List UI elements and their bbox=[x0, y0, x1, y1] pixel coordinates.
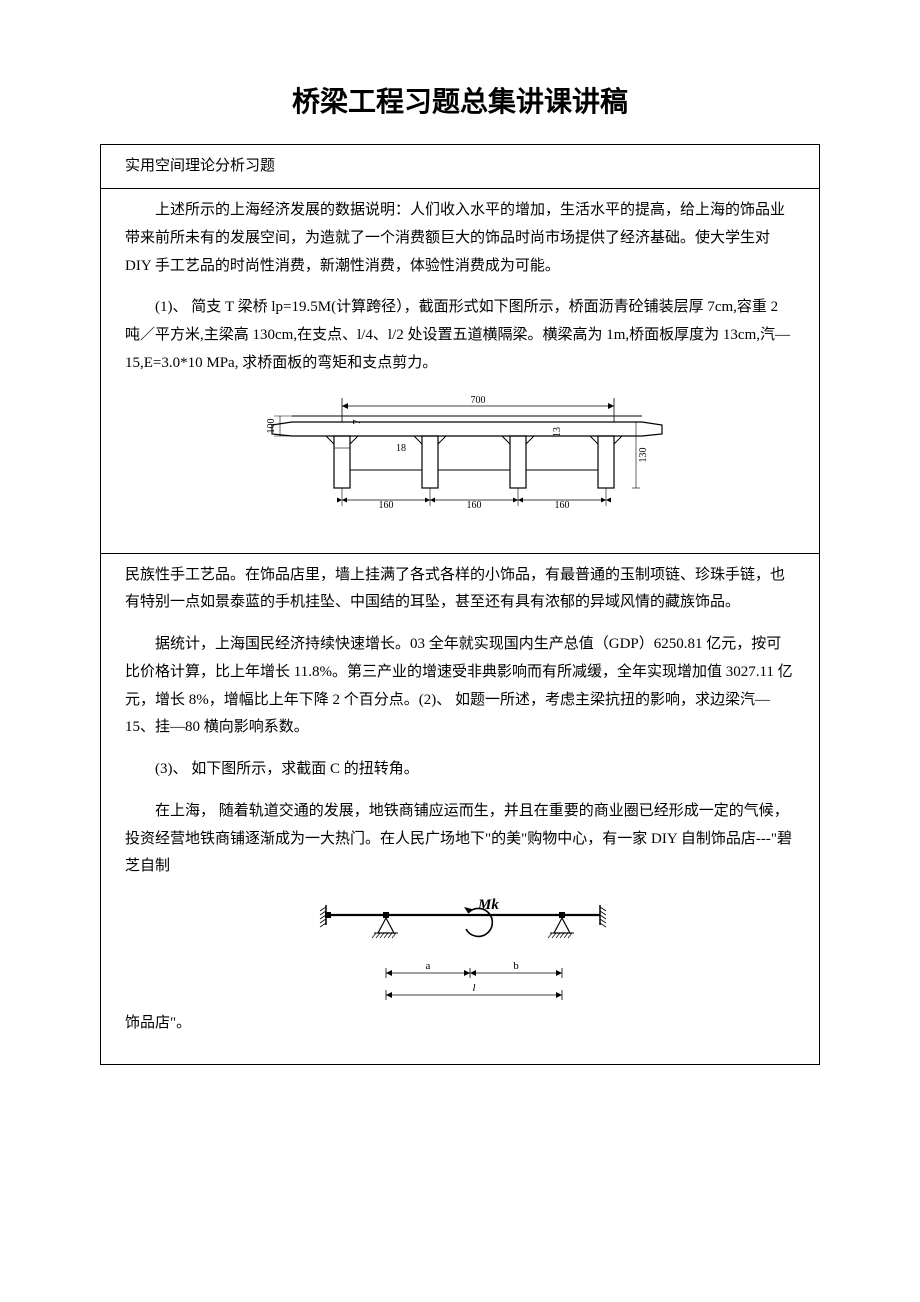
svg-text:b: b bbox=[513, 960, 519, 972]
body-section-1: 上述所示的上海经济发展的数据说明：人们收入水平的增加，生活水平的提高，给上海的饰… bbox=[101, 189, 819, 553]
svg-text:160: 160 bbox=[467, 500, 482, 511]
section-header: 实用空间理论分析习题 bbox=[101, 145, 819, 188]
cross-section-svg: 700 100 7 18 13 130 160 160 160 bbox=[230, 392, 690, 532]
svg-text:7: 7 bbox=[352, 419, 363, 424]
beam-svg: Mk a b l bbox=[280, 887, 640, 1017]
svg-text:a: a bbox=[426, 960, 431, 972]
paragraph-gdp-q2: 据统计，上海国民经济持续快速增长。03 全年就实现国内生产总值（GDP）6250… bbox=[125, 631, 795, 742]
svg-text:130: 130 bbox=[638, 447, 649, 462]
paragraph-craft: 民族性手工艺品。在饰品店里，墙上挂满了各式各样的小饰品，有最普通的玉制项链、珍珠… bbox=[125, 562, 795, 618]
paragraph-intro: 上述所示的上海经济发展的数据说明：人们收入水平的增加，生活水平的提高，给上海的饰… bbox=[125, 197, 795, 280]
svg-text:700: 700 bbox=[471, 395, 486, 406]
body-section-2: 民族性手工艺品。在饰品店里，墙上挂满了各式各样的小饰品，有最普通的玉制项链、珍珠… bbox=[101, 553, 819, 1064]
question-3: (3)、 如下图所示，求截面 C 的扭转角。 bbox=[125, 756, 795, 784]
content-box: 实用空间理论分析习题 上述所示的上海经济发展的数据说明：人们收入水平的增加，生活… bbox=[100, 144, 820, 1065]
svg-text:18: 18 bbox=[396, 443, 406, 454]
page-title: 桥梁工程习题总集讲课讲稿 bbox=[100, 80, 820, 120]
svg-text:13: 13 bbox=[552, 427, 563, 437]
svg-text:100: 100 bbox=[266, 418, 277, 433]
figure-1-cross-section: 700 100 7 18 13 130 160 160 160 bbox=[125, 392, 795, 537]
svg-text:l: l bbox=[472, 982, 475, 994]
svg-text:160: 160 bbox=[555, 500, 570, 511]
paragraph-metro-lead: 在上海， 随着轨道交通的发展，地铁商铺应运而生，并且在重要的商业圈已经形成一定的… bbox=[125, 798, 795, 881]
figure-2-beam: Mk a b l bbox=[125, 887, 795, 1022]
svg-text:Mk: Mk bbox=[477, 897, 499, 913]
question-1: (1)、 简支 T 梁桥 lp=19.5M(计算跨径），截面形式如下图所示，桥面… bbox=[125, 294, 795, 377]
svg-text:160: 160 bbox=[379, 500, 394, 511]
